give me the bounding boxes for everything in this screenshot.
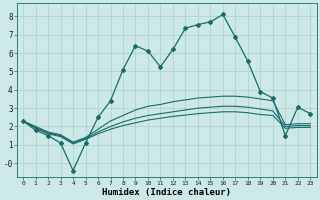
- X-axis label: Humidex (Indice chaleur): Humidex (Indice chaleur): [102, 188, 231, 197]
